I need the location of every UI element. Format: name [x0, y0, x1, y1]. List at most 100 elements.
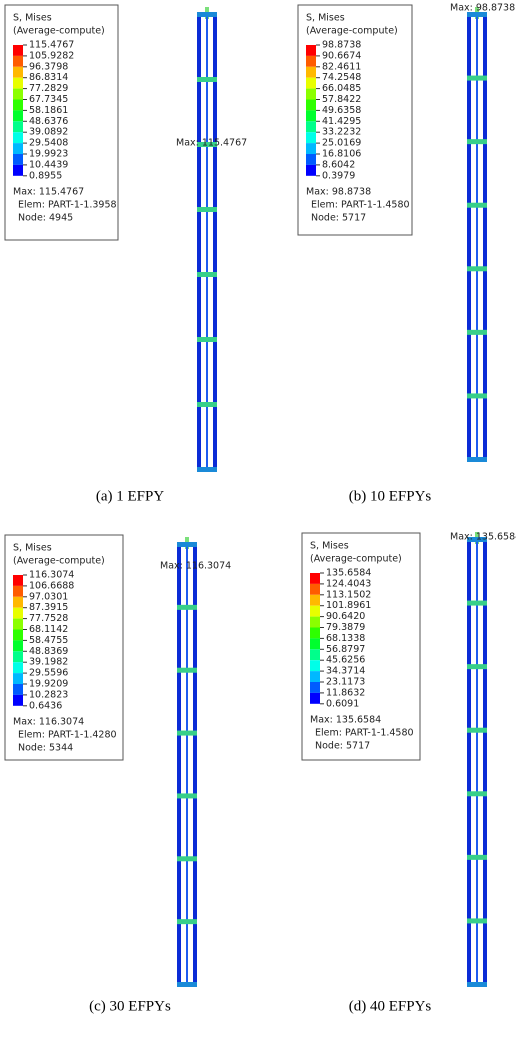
max-info: Node: 5344: [18, 742, 73, 753]
caption: (a) 1 EFPY: [96, 488, 164, 504]
rail-left: [197, 15, 201, 470]
tie: [467, 457, 487, 462]
legend-value: 57.8422: [322, 94, 361, 105]
tie: [467, 76, 487, 81]
legend-swatch: [310, 617, 320, 628]
legend-title: (Average-compute): [13, 26, 105, 37]
legend-value: 101.8961: [326, 600, 371, 611]
tie: [197, 77, 217, 82]
legend-swatch: [13, 575, 23, 586]
legend-value: 19.9923: [29, 149, 68, 160]
legend-swatch: [13, 586, 23, 597]
legend-swatch: [13, 695, 23, 706]
legend-value: 33.2232: [322, 127, 361, 138]
rail-right: [193, 545, 197, 985]
tie: [177, 605, 197, 610]
legend-value: 135.6584: [326, 568, 371, 579]
legend-swatch: [306, 165, 316, 176]
tie: [467, 330, 487, 335]
legend-value: 96.3798: [29, 61, 68, 72]
legend-swatch: [310, 682, 320, 693]
legend-value: 29.5596: [29, 668, 68, 679]
max-info: Max: 135.6584: [310, 714, 381, 725]
max-label: Max: 135.6584: [450, 532, 516, 543]
legend-swatch: [13, 673, 23, 684]
max-label: Max: 98.8738: [450, 3, 515, 14]
tie: [467, 728, 487, 733]
legend-value: 49.6358: [322, 105, 361, 116]
legend-value: 97.0301: [29, 591, 68, 602]
max-info: Elem: PART-1-1.4580: [315, 727, 414, 738]
rail-left: [177, 545, 181, 985]
tie: [177, 856, 197, 861]
figure: S, Mises(Average-compute)115.4767105.928…: [0, 0, 516, 1041]
legend-value: 67.7345: [29, 94, 68, 105]
legend-swatch: [310, 671, 320, 682]
legend-value: 68.1142: [29, 624, 68, 635]
center-rail: [186, 545, 188, 985]
max-info: Elem: PART-1-1.4280: [18, 729, 117, 740]
legend-swatch: [13, 640, 23, 651]
legend-swatch: [310, 573, 320, 584]
tie: [467, 791, 487, 796]
legend-swatch: [310, 595, 320, 606]
legend-swatch: [306, 45, 316, 56]
legend-swatch: [13, 684, 23, 695]
legend-title: (Average-compute): [13, 556, 105, 567]
legend-swatch: [310, 693, 320, 704]
legend-value: 77.7528: [29, 613, 68, 624]
tie: [177, 982, 197, 987]
caption: (b) 10 EFPYs: [349, 488, 432, 504]
legend-swatch: [310, 584, 320, 595]
legend-swatch: [13, 630, 23, 641]
legend-value: 0.6091: [326, 698, 359, 709]
max-info: Max: 116.3074: [13, 716, 84, 727]
tie: [197, 337, 217, 342]
max-info: Elem: PART-1-1.4580: [311, 199, 410, 210]
tie: [467, 203, 487, 208]
tie: [467, 393, 487, 398]
caption: (d) 40 EFPYs: [349, 998, 432, 1014]
legend-value: 98.8738: [322, 40, 361, 51]
legend-swatch: [13, 143, 23, 154]
max-label: Max: 116.3074: [160, 561, 231, 572]
tie: [467, 139, 487, 144]
legend-swatch: [306, 100, 316, 111]
center-rail: [476, 15, 478, 460]
legend-value: 16.8106: [322, 149, 361, 160]
tie: [197, 402, 217, 407]
legend-value: 48.6376: [29, 116, 68, 127]
legend-swatch: [306, 154, 316, 165]
legend-swatch: [310, 606, 320, 617]
legend-value: 116.3074: [29, 570, 74, 581]
legend-value: 0.3979: [322, 170, 355, 181]
legend-value: 106.6688: [29, 580, 74, 591]
rail-right: [483, 540, 487, 985]
legend-swatch: [310, 628, 320, 639]
max-label: Max: 115.4767: [176, 138, 247, 149]
legend-value: 29.5408: [29, 138, 68, 149]
legend-swatch: [13, 45, 23, 56]
legend-swatch: [306, 121, 316, 132]
legend-value: 48.8369: [29, 646, 68, 657]
tie: [467, 855, 487, 860]
legend-value: 39.0892: [29, 127, 68, 138]
legend-value: 11.8632: [326, 687, 365, 698]
legend-value: 58.4755: [29, 635, 68, 646]
legend-value: 77.2829: [29, 83, 68, 94]
legend-swatch: [13, 67, 23, 78]
legend-swatch: [13, 662, 23, 673]
rail-left: [467, 15, 471, 460]
legend-swatch: [13, 619, 23, 630]
legend-value: 79.3879: [326, 622, 365, 633]
legend-value: 124.4043: [326, 578, 371, 589]
legend-swatch: [310, 660, 320, 671]
legend-value: 41.4295: [322, 116, 361, 127]
legend-swatch: [13, 597, 23, 608]
legend-swatch: [13, 78, 23, 89]
legend-swatch: [13, 121, 23, 132]
legend-swatch: [13, 110, 23, 121]
legend-swatch: [13, 154, 23, 165]
tie: [467, 664, 487, 669]
legend-swatch: [306, 110, 316, 121]
